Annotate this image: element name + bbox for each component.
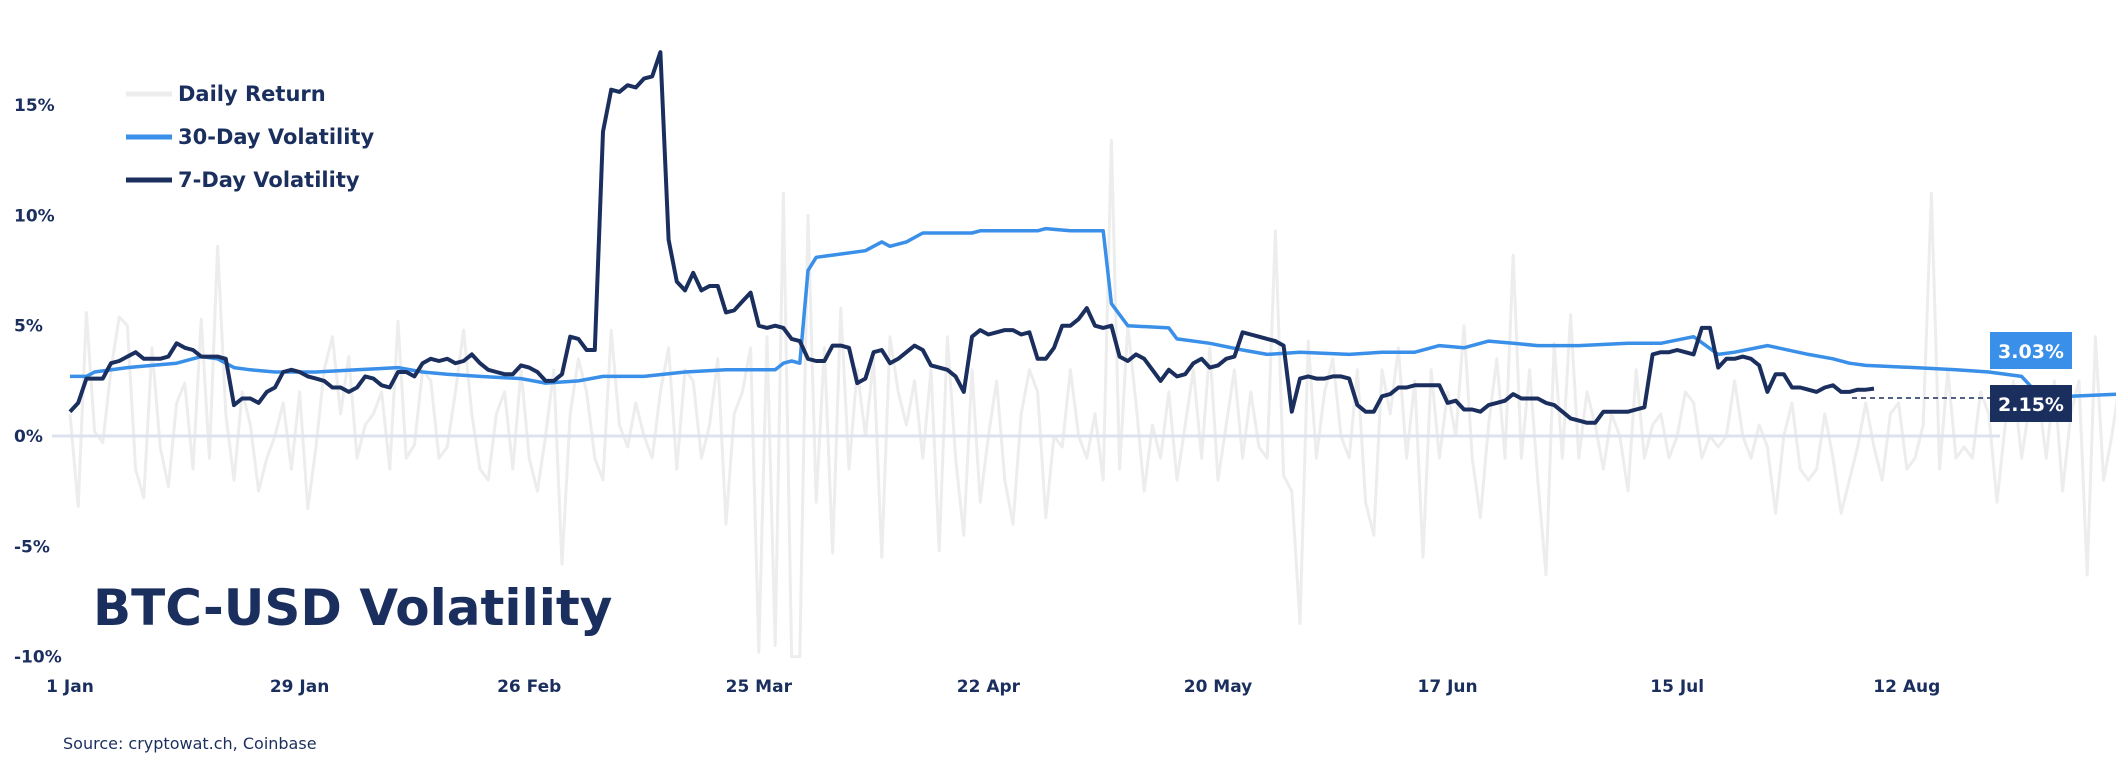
value-badges: 3.03% 2.15% (1852, 332, 2072, 422)
y-tick-label: -10% (14, 648, 62, 668)
legend-label-30d: 30-Day Volatility (178, 125, 374, 149)
source-note: Source: cryptowat.ch, Coinbase (63, 734, 317, 753)
badge-30d-value: 3.03% (1998, 341, 2064, 363)
vol-7d-layer (68, 50, 1875, 425)
series-line-30d-volatility (70, 226, 2116, 399)
badge-30d-background (1990, 332, 2072, 369)
legend-label-7d: 7-Day Volatility (178, 168, 360, 192)
badge-7d-value: 2.15% (1998, 394, 2064, 416)
badge-7d-background (1990, 385, 2072, 422)
series-line-7d-volatility (68, 50, 1875, 425)
legend-label-daily-return: Daily Return (178, 82, 326, 106)
vol-30d-layer (70, 226, 2116, 399)
x-axis: 1 Jan 29 Jan 26 Feb 25 Mar 22 Apr 20 May 17 Ju… (46, 677, 1940, 697)
x-tick-label: 15 Jul (1650, 677, 1704, 697)
x-tick-label: 12 Aug (1873, 677, 1940, 697)
y-tick-label: 5% (14, 317, 43, 337)
legend: Daily Return 30-Day Volatility 7-Day Vol… (126, 82, 374, 192)
x-tick-label: 20 May (1184, 677, 1253, 697)
y-tick-label: 15% (14, 96, 55, 116)
y-tick-label: 0% (14, 427, 43, 447)
y-tick-label: -5% (14, 537, 50, 557)
x-tick-label: 25 Mar (726, 677, 793, 697)
x-tick-label: 17 Jun (1418, 677, 1478, 697)
chart-title: BTC-USD Volatility (93, 579, 612, 637)
x-tick-label: 29 Jan (270, 677, 329, 697)
x-tick-label: 1 Jan (46, 677, 94, 697)
y-tick-label: 10% (14, 206, 55, 226)
y-axis: 15% 10% 5% 0% -5% -10% (14, 96, 62, 668)
x-tick-label: 22 Apr (957, 677, 1021, 697)
x-tick-label: 26 Feb (497, 677, 561, 697)
